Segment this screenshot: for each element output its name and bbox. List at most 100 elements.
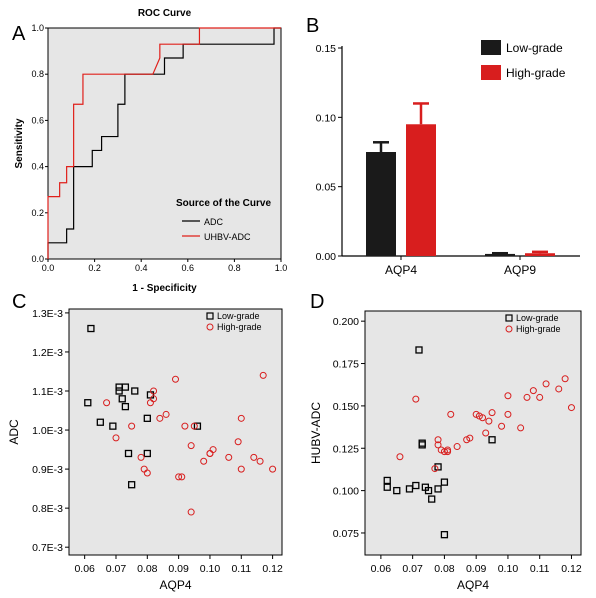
x-tick-label: 0.07 — [402, 563, 423, 575]
data-point-low-grade — [393, 486, 401, 495]
data-point-low-grade — [412, 481, 420, 490]
data-point-high-grade — [187, 442, 195, 450]
y-tick-label: 1.2E-3 — [32, 347, 63, 359]
data-point-low-grade — [383, 483, 391, 491]
y-axis-label: ADC — [7, 419, 21, 445]
x-tick-label: 0.6 — [182, 263, 195, 273]
y-tick-label: 0.9E-3 — [32, 464, 63, 476]
data-point-high-grade — [488, 409, 496, 417]
data-point-high-grade — [412, 395, 420, 403]
data-point-low-grade — [87, 324, 95, 333]
roc-line-uhbv-adc — [47, 27, 281, 259]
data-point-low-grade — [96, 418, 104, 426]
data-point-high-grade — [396, 453, 404, 461]
data-point-low-grade — [428, 495, 436, 503]
x-tick-label: 0.06 — [371, 563, 392, 575]
data-point-low-grade — [440, 531, 449, 539]
x-tick-label: 0.07 — [106, 563, 127, 575]
data-point-high-grade — [150, 387, 158, 395]
x-tick-label: 0.06 — [74, 563, 95, 575]
data-point-high-grade — [259, 371, 267, 379]
data-point-low-grade — [418, 439, 426, 447]
y-tick-label: 1.0 — [31, 23, 44, 33]
y-tick-label: 0.05 — [316, 182, 337, 194]
data-point-high-grade — [190, 422, 198, 430]
data-point-high-grade — [434, 436, 442, 444]
legend-label: Low-grade — [516, 313, 559, 323]
x-tick-label: AQP9 — [504, 263, 536, 277]
data-point-high-grade — [162, 410, 170, 418]
data-point-high-grade — [256, 457, 264, 465]
data-point-low-grade — [143, 449, 151, 458]
x-tick-label: 0.8 — [228, 263, 241, 273]
y-tick-label: 0.200 — [333, 316, 359, 328]
x-tick-label: 1.0 — [275, 263, 288, 273]
y-tick-label: 0.10 — [316, 112, 337, 124]
legend-marker — [206, 312, 214, 320]
y-tick-label: 0.8 — [31, 69, 44, 79]
data-point-low-grade — [124, 449, 133, 458]
x-tick-label: 0.10 — [498, 563, 519, 575]
data-point-high-grade — [137, 453, 145, 461]
data-point-low-grade — [115, 387, 123, 395]
x-tick-label: 0.10 — [200, 563, 221, 575]
hubv-adc-scatter-panel: 0.06 0.07 0.08 0.09 0.10 0.11 0.12 0.075 0.100 0.… — [309, 310, 582, 592]
x-tick-label: 0.11 — [530, 563, 550, 575]
data-point-high-grade — [523, 393, 531, 401]
legend-marker — [505, 314, 513, 322]
y-tick-label: 0.15 — [316, 43, 337, 55]
data-point-high-grade — [434, 441, 442, 449]
x-tick-label: 0.0 — [42, 263, 55, 273]
y-axis-label: Sensitivity — [14, 118, 25, 168]
data-point-high-grade — [517, 424, 525, 432]
y-tick-label: 0.8E-3 — [32, 503, 63, 515]
data-point-high-grade — [444, 446, 452, 454]
y-tick-label: 0.0 — [31, 254, 44, 264]
data-point-high-grade — [237, 465, 245, 473]
data-point-high-grade — [103, 399, 111, 407]
y-tick-label: 0.075 — [333, 528, 359, 540]
data-point-low-grade — [115, 383, 123, 391]
legend-label: High-grade — [506, 66, 566, 80]
legend-label: Low-grade — [506, 41, 563, 55]
y-tick-label: 0.7E-3 — [32, 542, 63, 554]
data-point-low-grade — [121, 402, 130, 411]
y-tick-label: 1.1E-3 — [32, 386, 63, 398]
legend-label: ADC — [204, 217, 224, 227]
bar-high-grade-aqp9 — [525, 253, 555, 256]
legend-swatch — [481, 65, 501, 80]
y-tick-label: 0.150 — [333, 401, 359, 413]
roc-curve-panel: ROC Curve 0.0 0.2 0.4 0.6 0.8 1.0 0.0 0.2 0.4 0.6 0… — [14, 8, 287, 294]
plot-area — [364, 310, 582, 556]
data-point-high-grade — [225, 453, 233, 461]
data-point-low-grade — [131, 387, 139, 395]
data-point-high-grade — [200, 457, 208, 465]
legend-label: High-grade — [217, 322, 262, 332]
y-axis-label: HUBV-ADC — [309, 402, 323, 464]
data-point-low-grade — [424, 486, 433, 495]
x-tick-label: 0.09 — [168, 563, 189, 575]
x-tick-label: 0.4 — [135, 263, 148, 273]
data-point-high-grade — [498, 422, 506, 430]
data-point-high-grade — [178, 473, 186, 481]
legend-marker — [206, 323, 214, 331]
data-point-high-grade — [175, 473, 183, 481]
data-point-low-grade — [440, 478, 449, 486]
data-point-low-grade — [488, 436, 496, 444]
x-axis-label: 1 - Specificity — [132, 283, 197, 294]
data-point-low-grade — [143, 414, 151, 422]
data-point-low-grade — [118, 395, 126, 403]
y-tick-label: 0.00 — [316, 251, 337, 263]
data-point-high-grade — [482, 429, 490, 437]
data-point-high-grade — [536, 393, 544, 401]
data-point-high-grade — [209, 446, 217, 454]
data-point-low-grade — [434, 485, 442, 493]
data-point-high-grade — [485, 417, 493, 425]
x-tick-label: AQP4 — [385, 263, 417, 277]
x-tick-label: 0.08 — [434, 563, 455, 575]
data-point-high-grade — [181, 422, 189, 430]
legend-label: Low-grade — [217, 311, 260, 321]
adc-scatter-panel: 0.06 0.07 0.08 0.09 0.10 0.11 0.12 0.7E-3 0.8E-3… — [7, 308, 283, 592]
aqp-bar-panel: 0.00 0.05 0.10 0.15 AQP4 AQP9 Low-grade High-gr… — [316, 40, 580, 277]
